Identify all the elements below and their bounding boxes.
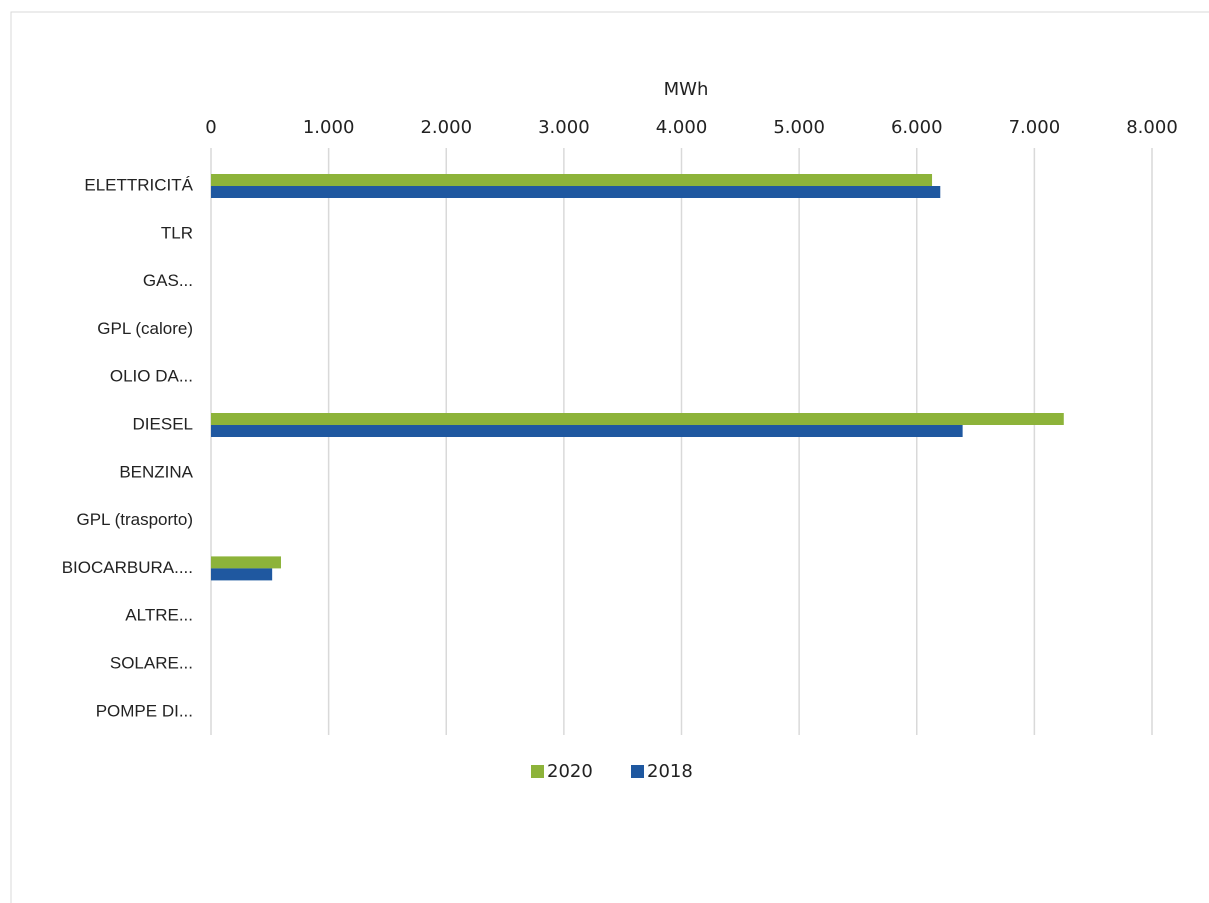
y-tick-label: TLR — [161, 223, 193, 242]
axis-title: MWh — [664, 79, 709, 100]
bar — [211, 186, 941, 198]
bar — [211, 425, 963, 437]
y-tick-label: BENZINA — [119, 462, 193, 481]
bar — [211, 556, 281, 569]
legend-swatch — [531, 765, 544, 778]
x-tick-label: 0 — [205, 117, 216, 138]
y-tick-label: POMPE DI... — [96, 701, 193, 720]
bar — [211, 174, 933, 186]
bar — [211, 568, 273, 581]
y-tick-label: ELETTRICITÁ — [84, 175, 193, 194]
x-tick-label: 2.000 — [420, 117, 472, 138]
y-tick-label: GAS... — [143, 271, 193, 290]
chart-border — [10, 11, 1209, 903]
x-tick-label: 3.000 — [538, 117, 590, 138]
x-tick-label: 1.000 — [303, 117, 355, 138]
legend-swatch — [631, 765, 644, 778]
y-tick-label: GPL (trasporto) — [76, 510, 193, 529]
legend-label: 2018 — [647, 761, 693, 782]
x-tick-label: 4.000 — [656, 117, 708, 138]
y-tick-label: ALTRE... — [125, 606, 193, 625]
y-tick-label: DIESEL — [133, 414, 193, 433]
x-tick-label: 8.000 — [1126, 117, 1178, 138]
legend-label: 2020 — [547, 761, 593, 782]
y-tick-label: BIOCARBURA.... — [62, 558, 193, 577]
x-tick-label: 6.000 — [891, 117, 943, 138]
y-tick-label: OLIO DA... — [110, 367, 193, 386]
bar — [211, 413, 1064, 425]
y-tick-label: GPL (calore) — [97, 319, 193, 338]
y-tick-label: SOLARE... — [110, 653, 193, 672]
x-tick-label: 5.000 — [773, 117, 825, 138]
x-tick-label: 7.000 — [1009, 117, 1061, 138]
